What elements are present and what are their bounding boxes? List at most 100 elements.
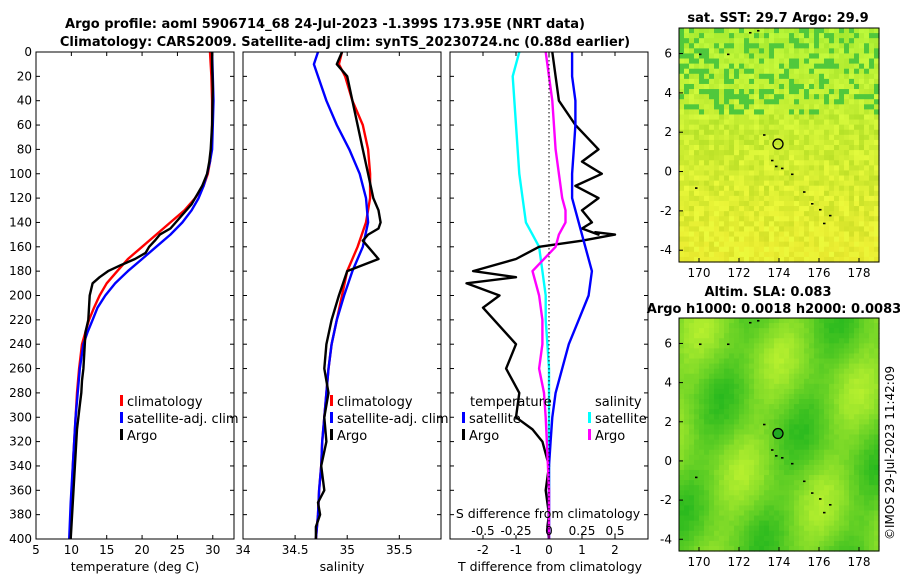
heatmap-cell: [734, 53, 740, 60]
heatmap-cell: [714, 404, 720, 410]
heatmap-cell: [829, 63, 835, 70]
heatmap-cell: [704, 216, 710, 222]
heatmap-cell: [854, 99, 860, 105]
heatmap-cell: [744, 165, 750, 172]
heatmap-cell: [779, 444, 785, 451]
heatmap-cell: [789, 525, 795, 532]
heatmap-cell: [874, 373, 880, 380]
heatmap-cell: [874, 58, 880, 65]
heatmap-cell: [789, 99, 795, 105]
heatmap-cell: [769, 175, 775, 182]
heatmap-cell: [864, 348, 870, 355]
heatmap-cell: [769, 231, 775, 238]
heatmap-cell: [759, 383, 765, 390]
heatmap-cell: [804, 78, 810, 85]
heatmap-cell: [804, 43, 810, 49]
heatmap-cell: [754, 475, 760, 481]
heatmap-cell: [824, 73, 830, 80]
heatmap-cell: [849, 83, 855, 90]
legend-label: climatology: [127, 395, 203, 410]
heatmap-cell: [679, 500, 685, 507]
heatmap-cell: [764, 444, 770, 451]
heatmap-cell: [779, 206, 785, 212]
heatmap-cell: [864, 83, 870, 90]
heatmap-cell: [784, 226, 790, 233]
heatmap-cell: [799, 180, 805, 187]
heatmap-cell: [729, 373, 735, 380]
heatmap-cell: [819, 241, 825, 248]
heatmap-cell: [794, 200, 800, 207]
heatmap-cell: [814, 500, 820, 507]
heatmap-cell: [719, 216, 725, 222]
heatmap-cell: [784, 211, 790, 217]
heatmap-cell: [769, 170, 775, 177]
heatmap-cell: [704, 475, 710, 481]
difference-series-t-argo: [465, 51, 617, 540]
heatmap-cell: [699, 150, 705, 156]
heatmap-cell: [779, 83, 785, 90]
heatmap-cell: [864, 388, 870, 395]
heatmap-cell: [719, 185, 725, 192]
heatmap-cell: [834, 68, 840, 75]
heatmap-cell: [874, 73, 880, 80]
heatmap-cell: [729, 104, 735, 110]
heatmap-cell: [764, 323, 770, 329]
heatmap-cell: [724, 328, 730, 334]
heatmap-cell: [779, 520, 785, 527]
heatmap-cell: [694, 73, 700, 80]
heatmap-cell: [739, 28, 745, 34]
heatmap-cell: [744, 535, 750, 542]
heatmap-cell: [804, 525, 810, 532]
heatmap-cell: [724, 185, 730, 192]
heatmap-cell: [849, 221, 855, 227]
heatmap-cell: [769, 464, 775, 471]
heatmap-cell: [774, 211, 780, 217]
heatmap-cell: [814, 353, 820, 360]
heatmap-cell: [764, 449, 770, 456]
heatmap-cell: [804, 190, 810, 197]
heatmap-cell: [789, 38, 795, 44]
depth-tick-label: 120: [9, 191, 32, 205]
heatmap-cell: [799, 343, 805, 349]
heatmap-cell: [819, 78, 825, 85]
heatmap-cell: [684, 323, 690, 329]
heatmap-cell: [679, 231, 685, 238]
heatmap-cell: [734, 165, 740, 172]
heatmap-cell: [739, 226, 745, 233]
heatmap-cell: [809, 48, 815, 55]
heatmap-cell: [739, 318, 745, 324]
heatmap-cell: [759, 165, 765, 172]
heatmap-cell: [874, 190, 880, 197]
heatmap-cell: [859, 43, 865, 49]
heatmap-cell: [864, 129, 870, 136]
heatmap-cell: [679, 424, 685, 431]
heatmap-cell: [694, 114, 700, 121]
heatmap-cell: [784, 221, 790, 227]
heatmap-cell: [709, 94, 715, 100]
heatmap-cell: [764, 175, 770, 182]
heatmap-cell: [799, 540, 805, 547]
heatmap-cell: [784, 419, 790, 425]
heatmap-cell: [779, 358, 785, 365]
temperature-series-climatology: [68, 51, 214, 540]
heatmap-cell: [699, 510, 705, 517]
heatmap-cell: [839, 480, 845, 486]
heatmap-cell: [709, 535, 715, 542]
heatmap-cell: [799, 510, 805, 517]
heatmap-cell: [759, 170, 765, 177]
heatmap-cell: [869, 348, 875, 355]
heatmap-cell: [809, 89, 815, 95]
heatmap-cell: [814, 114, 820, 121]
heatmap-cell: [854, 114, 860, 121]
heatmap-cell: [799, 99, 805, 105]
heatmap-cell: [844, 175, 850, 182]
heatmap-cell: [694, 236, 700, 243]
heatmap-cell: [809, 206, 815, 212]
heatmap-cell: [774, 343, 780, 349]
heatmap-cell: [794, 160, 800, 166]
heatmap-cell: [839, 185, 845, 192]
heatmap-cell: [834, 150, 840, 156]
heatmap-cell: [849, 404, 855, 410]
heatmap-cell: [854, 378, 860, 385]
heatmap-cell: [684, 150, 690, 156]
